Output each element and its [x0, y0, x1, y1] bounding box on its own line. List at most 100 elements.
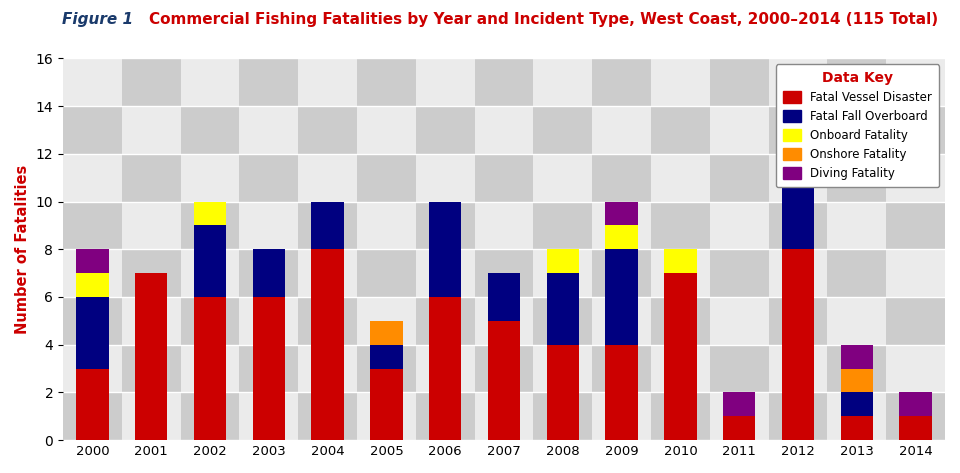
Bar: [252, 249, 285, 297]
Bar: [841, 368, 873, 393]
Bar: [769, 345, 828, 393]
Bar: [709, 58, 769, 106]
Bar: [122, 249, 180, 297]
Bar: [357, 393, 416, 440]
Bar: [769, 393, 828, 440]
Bar: [63, 154, 122, 201]
Bar: [63, 58, 122, 106]
Bar: [781, 249, 814, 440]
Bar: [311, 201, 344, 249]
Bar: [429, 297, 462, 440]
Bar: [357, 106, 416, 154]
Bar: [299, 201, 357, 249]
Bar: [357, 249, 416, 297]
Legend: Fatal Vessel Disaster, Fatal Fall Overboard, Onboard Fatality, Onshore Fatality,: Fatal Vessel Disaster, Fatal Fall Overbo…: [776, 64, 939, 187]
Bar: [886, 345, 945, 393]
Bar: [239, 201, 299, 249]
Bar: [474, 297, 534, 345]
Bar: [841, 393, 873, 416]
Bar: [534, 201, 592, 249]
Bar: [180, 201, 239, 249]
Bar: [180, 58, 239, 106]
Bar: [180, 106, 239, 154]
Bar: [474, 154, 534, 201]
Bar: [592, 154, 651, 201]
Text: Commercial Fishing Fatalities by Year and Incident Type, West Coast, 2000–2014 (: Commercial Fishing Fatalities by Year an…: [149, 12, 938, 27]
Bar: [828, 297, 886, 345]
Bar: [886, 201, 945, 249]
Bar: [534, 345, 592, 393]
Bar: [239, 393, 299, 440]
Bar: [534, 58, 592, 106]
Bar: [592, 297, 651, 345]
Bar: [723, 393, 756, 416]
Bar: [886, 393, 945, 440]
Bar: [709, 393, 769, 440]
Bar: [63, 393, 122, 440]
Bar: [239, 249, 299, 297]
Bar: [239, 297, 299, 345]
Bar: [592, 345, 651, 393]
Bar: [63, 297, 122, 345]
Bar: [239, 154, 299, 201]
Bar: [606, 345, 637, 440]
Bar: [886, 154, 945, 201]
Bar: [723, 416, 756, 440]
Bar: [357, 58, 416, 106]
Bar: [299, 249, 357, 297]
Bar: [416, 106, 474, 154]
Bar: [135, 273, 167, 440]
Bar: [357, 345, 416, 393]
Bar: [63, 345, 122, 393]
Bar: [429, 201, 462, 297]
Bar: [651, 297, 709, 345]
Bar: [709, 154, 769, 201]
Bar: [828, 393, 886, 440]
Bar: [841, 345, 873, 368]
Bar: [180, 393, 239, 440]
Bar: [76, 273, 108, 297]
Bar: [886, 249, 945, 297]
Bar: [769, 58, 828, 106]
Bar: [63, 201, 122, 249]
Bar: [592, 106, 651, 154]
Bar: [781, 178, 814, 249]
Bar: [180, 249, 239, 297]
Bar: [781, 130, 814, 178]
Bar: [828, 106, 886, 154]
Bar: [299, 58, 357, 106]
Bar: [416, 154, 474, 201]
Bar: [606, 201, 637, 225]
Bar: [488, 273, 520, 321]
Bar: [416, 297, 474, 345]
Bar: [592, 201, 651, 249]
Bar: [709, 249, 769, 297]
Bar: [651, 58, 709, 106]
Bar: [416, 58, 474, 106]
Bar: [546, 273, 579, 345]
Bar: [828, 249, 886, 297]
Bar: [828, 154, 886, 201]
Bar: [357, 201, 416, 249]
Bar: [651, 345, 709, 393]
Bar: [828, 58, 886, 106]
Bar: [474, 345, 534, 393]
Bar: [122, 106, 180, 154]
Bar: [122, 297, 180, 345]
Bar: [416, 345, 474, 393]
Bar: [371, 321, 402, 345]
Bar: [63, 249, 122, 297]
Bar: [371, 368, 402, 440]
Bar: [299, 297, 357, 345]
Bar: [474, 393, 534, 440]
Bar: [180, 154, 239, 201]
Bar: [357, 297, 416, 345]
Bar: [311, 249, 344, 440]
Bar: [709, 345, 769, 393]
Bar: [592, 393, 651, 440]
Bar: [769, 154, 828, 201]
Bar: [416, 201, 474, 249]
Bar: [299, 106, 357, 154]
Bar: [709, 201, 769, 249]
Bar: [886, 106, 945, 154]
